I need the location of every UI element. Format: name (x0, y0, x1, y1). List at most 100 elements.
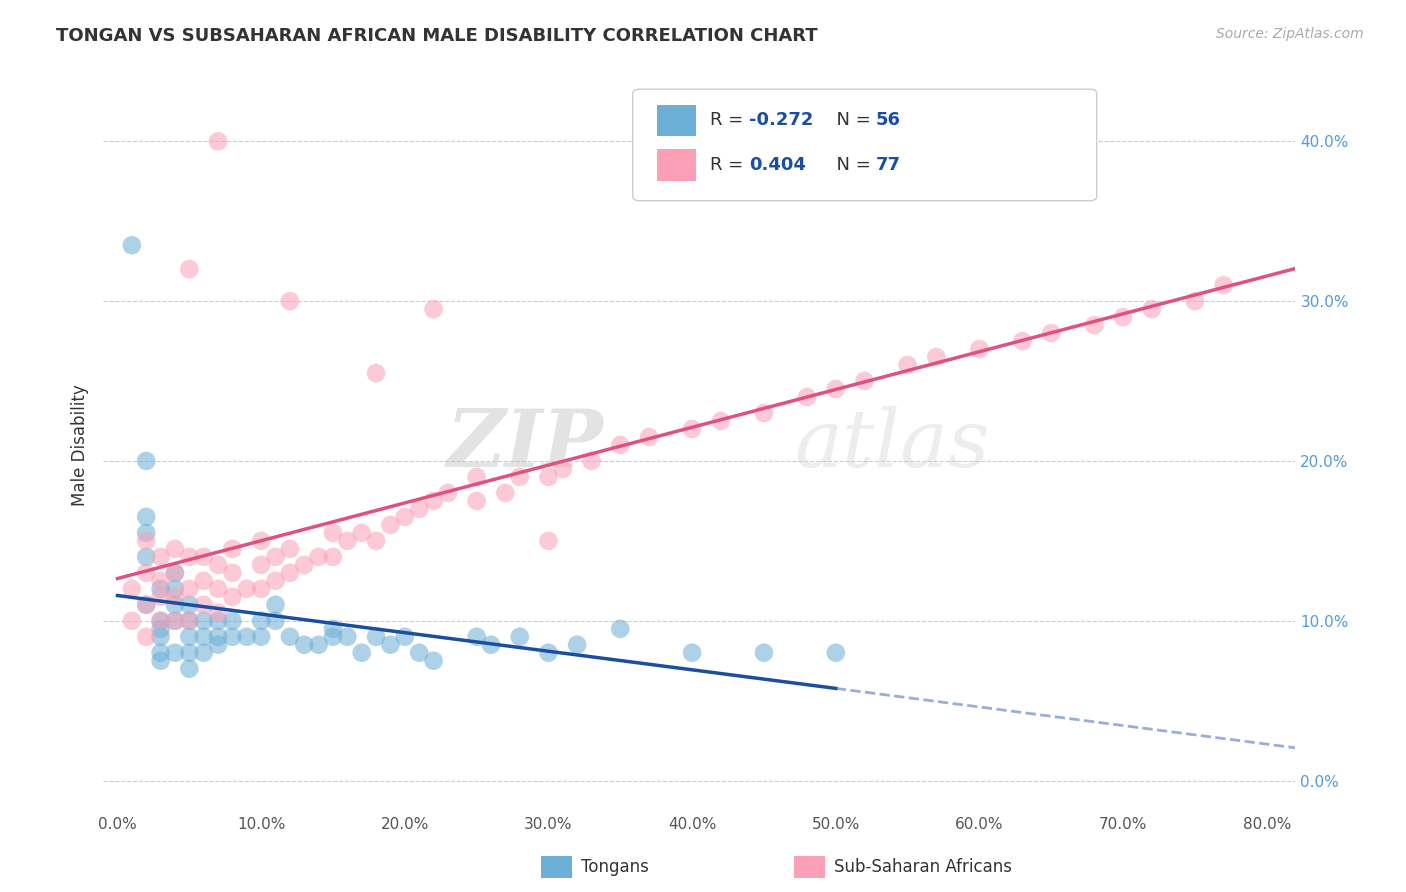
Text: atlas: atlas (794, 406, 990, 483)
Point (551, 462, 574, 476)
Point (710, 414, 733, 428)
Point (193, 549, 215, 564)
Text: ZIP: ZIP (447, 406, 605, 483)
Point (509, 630, 531, 644)
Point (1040, 326, 1063, 340)
Point (135, 598, 157, 612)
Point (163, 590, 186, 604)
Point (380, 638, 402, 652)
Point (163, 582, 186, 596)
Point (236, 582, 259, 596)
Point (350, 646, 373, 660)
Text: R =: R = (710, 112, 749, 129)
Point (149, 614, 172, 628)
Text: 0.404: 0.404 (749, 156, 806, 174)
Point (322, 630, 344, 644)
Point (422, 494, 444, 508)
Point (408, 646, 430, 660)
Point (193, 614, 215, 628)
Point (121, 582, 143, 596)
Point (581, 454, 603, 468)
Text: Sub-Saharan Africans: Sub-Saharan Africans (834, 858, 1012, 876)
Point (308, 549, 330, 564)
Point (969, 342, 991, 356)
Point (264, 614, 287, 628)
Point (135, 509, 157, 524)
Point (179, 262, 201, 277)
Point (350, 525, 373, 540)
Point (537, 470, 560, 484)
Point (179, 630, 201, 644)
Point (278, 294, 301, 309)
Point (336, 630, 359, 644)
Point (609, 622, 631, 636)
Text: 77: 77 (876, 156, 901, 174)
Point (179, 598, 201, 612)
Point (179, 549, 201, 564)
Point (1140, 302, 1163, 317)
Point (121, 238, 143, 252)
Point (135, 533, 157, 548)
Point (163, 646, 186, 660)
Point (824, 646, 846, 660)
Point (408, 502, 430, 516)
Point (422, 654, 444, 668)
Text: Source: ZipAtlas.com: Source: ZipAtlas.com (1216, 27, 1364, 41)
Point (149, 549, 172, 564)
Point (1212, 278, 1234, 293)
Point (179, 646, 201, 660)
Point (278, 541, 301, 556)
Point (250, 558, 273, 572)
Text: Tongans: Tongans (581, 858, 648, 876)
Point (681, 422, 703, 436)
Point (853, 374, 876, 388)
Point (394, 630, 416, 644)
Point (264, 574, 287, 588)
Point (1011, 334, 1033, 348)
Point (824, 382, 846, 396)
Point (322, 622, 344, 636)
Point (207, 638, 229, 652)
Text: 56: 56 (876, 112, 901, 129)
Point (609, 438, 631, 452)
Point (250, 533, 273, 548)
Point (207, 630, 229, 644)
Point (322, 549, 344, 564)
Point (264, 598, 287, 612)
Point (207, 582, 229, 596)
Point (163, 598, 186, 612)
Point (364, 366, 387, 380)
Point (207, 614, 229, 628)
Point (796, 390, 818, 404)
Point (221, 590, 243, 604)
Point (437, 486, 460, 500)
Point (681, 646, 703, 660)
Point (925, 350, 948, 364)
Point (135, 525, 157, 540)
Point (207, 606, 229, 620)
Point (1112, 310, 1135, 325)
Point (179, 582, 201, 596)
Point (364, 630, 387, 644)
Point (1184, 294, 1206, 309)
Point (537, 533, 560, 548)
Point (149, 622, 172, 636)
Point (364, 533, 387, 548)
Point (465, 494, 488, 508)
Text: TONGAN VS SUBSAHARAN AFRICAN MALE DISABILITY CORRELATION CHART: TONGAN VS SUBSAHARAN AFRICAN MALE DISABI… (56, 27, 818, 45)
Text: -0.272: -0.272 (749, 112, 814, 129)
Point (149, 574, 172, 588)
Point (135, 566, 157, 580)
Y-axis label: Male Disability: Male Disability (72, 384, 89, 506)
Point (149, 654, 172, 668)
Point (163, 614, 186, 628)
Point (163, 566, 186, 580)
Point (193, 646, 215, 660)
Point (292, 638, 315, 652)
Point (537, 646, 560, 660)
Point (149, 614, 172, 628)
Point (250, 630, 273, 644)
Point (221, 566, 243, 580)
Point (897, 358, 920, 372)
Point (193, 574, 215, 588)
